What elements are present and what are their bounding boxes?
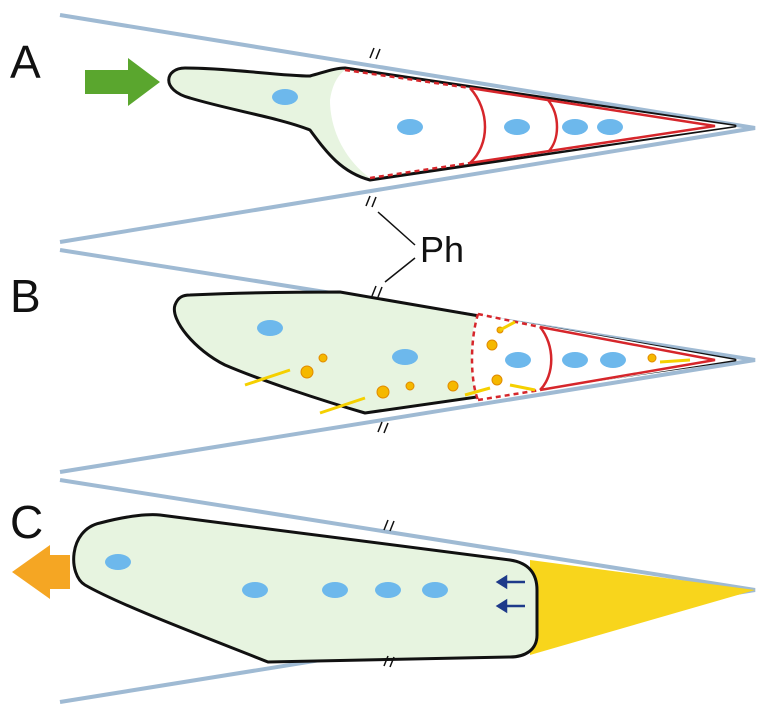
white-region xyxy=(330,70,735,178)
panel-label: C xyxy=(10,496,43,548)
cell-c xyxy=(74,515,537,662)
orange-arrow xyxy=(12,545,70,599)
panel-label: B xyxy=(10,270,41,322)
annotation: Ph xyxy=(420,229,464,270)
panel-label: A xyxy=(10,36,41,88)
diagram: A B C Ph xyxy=(0,0,768,708)
yellow-region xyxy=(530,560,755,655)
green-arrow xyxy=(85,58,160,106)
leader-lines xyxy=(378,212,415,282)
